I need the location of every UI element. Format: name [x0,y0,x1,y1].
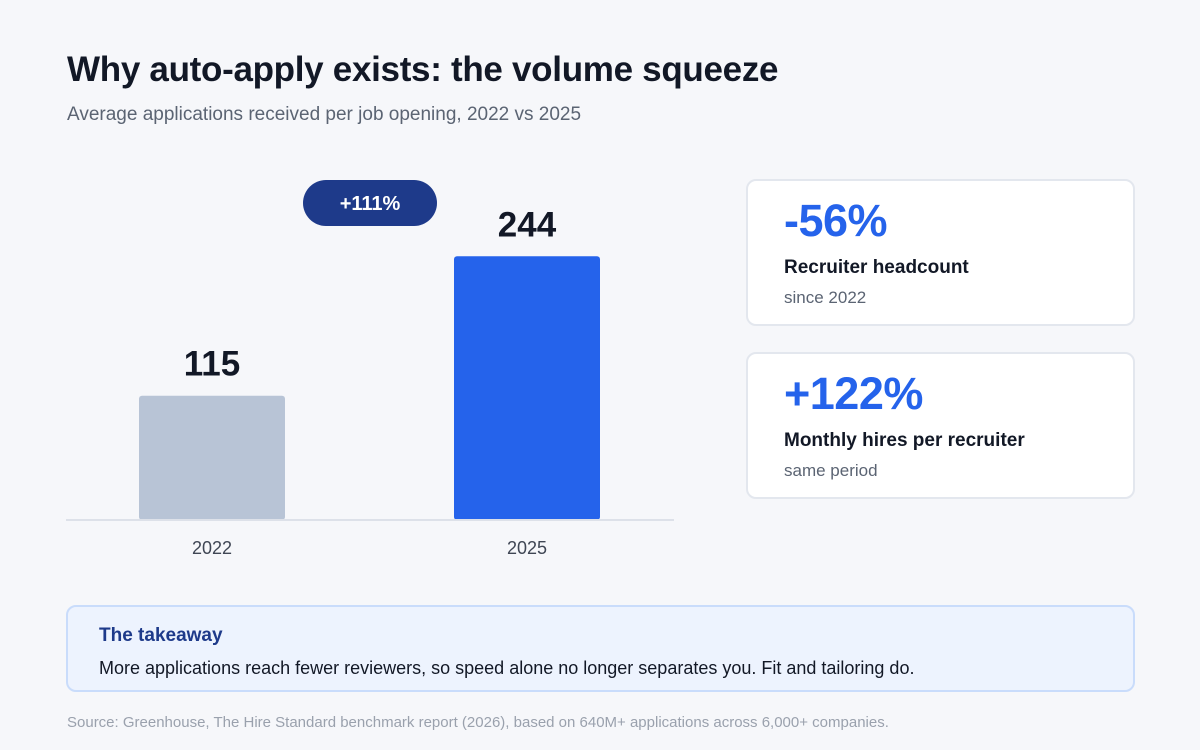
bar-value-label: 244 [498,205,557,244]
stat-value: +122% [784,368,923,419]
category-label: 2025 [507,538,547,558]
stat-value: -56% [784,195,888,246]
bar-2022 [139,395,285,520]
bar-value-label: 115 [184,345,240,384]
stat-card-recruiter-headcount: -56% Recruiter headcount since 2022 [746,179,1135,326]
bar-2025 [454,256,600,520]
stat-card-monthly-hires: +122% Monthly hires per recruiter same p… [746,352,1135,499]
change-badge: +111% [303,180,437,226]
stat-sub: same period [784,461,878,480]
page-subtitle: Average applications received per job op… [67,104,582,125]
change-badge-label: +111% [340,193,401,215]
bar-chart: 115 2022 244 2025 +111% [66,180,674,558]
takeaway-title: The takeaway [99,625,223,646]
category-label: 2022 [192,538,232,558]
takeaway-body: More applications reach fewer reviewers,… [99,658,915,678]
stat-label: Monthly hires per recruiter [784,430,1025,451]
stat-label: Recruiter headcount [784,257,969,278]
change-badge-pill [303,180,437,226]
stat-sub: since 2022 [784,288,867,307]
source-note: Source: Greenhouse, The Hire Standard be… [67,714,889,731]
page-title: Why auto-apply exists: the volume squeez… [67,50,779,89]
takeaway-box: The takeaway More applications reach few… [66,605,1135,692]
